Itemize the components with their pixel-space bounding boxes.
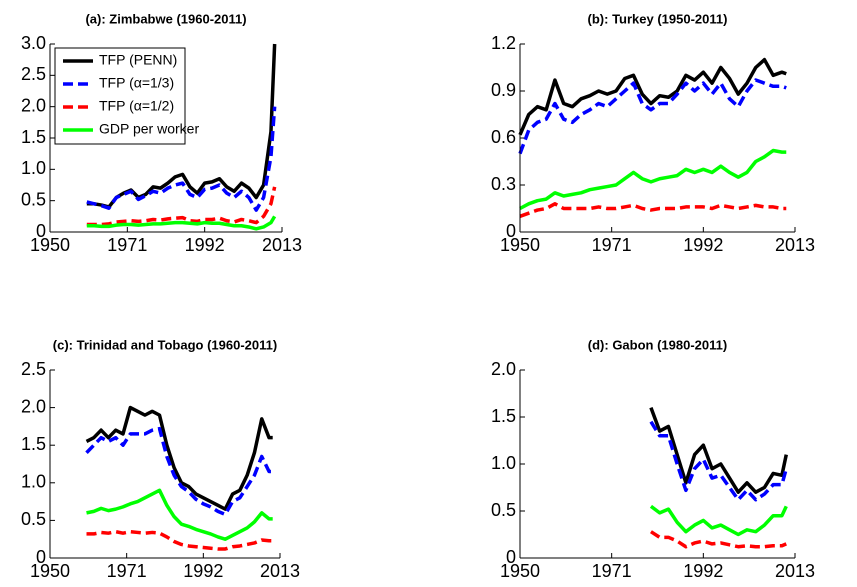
x-tick-label: 1992 — [183, 561, 223, 581]
y-tick-label: 1.0 — [491, 453, 516, 473]
chart-title: (a): Zimbabwe (1960-2011) — [85, 11, 246, 26]
y-tick-label: 2.5 — [21, 64, 46, 84]
y-tick-label: 0.5 — [21, 509, 46, 529]
y-tick-label: 1.2 — [491, 33, 516, 53]
series-line — [518, 57, 787, 136]
y-tick-label: 1.5 — [491, 406, 516, 426]
x-tick-label: 1992 — [683, 561, 723, 581]
y-tick-label: 2.0 — [21, 396, 46, 416]
y-tick-label: 0 — [36, 547, 46, 567]
y-tick-label: 1.0 — [21, 158, 46, 178]
series-line — [649, 420, 788, 502]
y-tick-label: 0.6 — [491, 127, 516, 147]
legend: TFP (PENN) TFP (α=1/3) TFP (α=1/2) GDP per … — [54, 47, 199, 145]
legend-label: TFP (α=1/2) — [99, 98, 174, 114]
x-tick-label: 1950 — [500, 235, 540, 255]
y-tick-label: 0.3 — [491, 174, 516, 194]
y-tick-label: 0 — [506, 547, 516, 567]
x-tick-label: 1971 — [107, 235, 147, 255]
series-line — [649, 504, 788, 537]
series-line — [85, 426, 273, 517]
series-line — [86, 215, 277, 231]
y-tick-label: 1.5 — [21, 434, 46, 454]
series-line — [86, 186, 277, 227]
x-tick-label: 1950 — [30, 561, 70, 581]
y-tick-label: 3.0 — [21, 33, 46, 53]
y-tick-label: 1.0 — [21, 472, 46, 492]
y-tick-label: 0 — [506, 221, 516, 241]
x-tick-label: 1992 — [683, 235, 723, 255]
x-tick-label: 2013 — [260, 561, 300, 581]
series-line — [85, 405, 273, 511]
series-line — [518, 78, 787, 155]
x-tick-label: 1992 — [185, 235, 225, 255]
x-tick-label: 1971 — [107, 561, 147, 581]
y-tick-label: 0.9 — [491, 80, 516, 100]
legend-label: TFP (α=1/3) — [99, 75, 174, 91]
y-tick-label: 0.5 — [491, 500, 516, 520]
series-line — [649, 406, 788, 494]
y-tick-label: 2.0 — [491, 359, 516, 379]
series-line — [650, 530, 787, 549]
y-tick-label: 0 — [36, 221, 46, 241]
chart-title: (b): Turkey (1950-2011) — [588, 11, 728, 26]
legend-label: GDP per worker — [99, 121, 199, 137]
x-tick-label: 1950 — [30, 235, 70, 255]
y-tick-label: 2.0 — [21, 95, 46, 115]
x-tick-label: 2013 — [262, 235, 302, 255]
legend-box — [54, 47, 186, 145]
y-tick-label: 0.5 — [21, 189, 46, 209]
x-tick-label: 1971 — [592, 235, 632, 255]
y-tick-label: 1.5 — [21, 127, 46, 147]
chart-title: (c): Trinidad and Tobago (1960-2011) — [53, 337, 277, 352]
x-tick-label: 1950 — [500, 561, 540, 581]
chart-title: (d): Gabon (1980-2011) — [588, 337, 727, 352]
series-line — [519, 148, 787, 211]
legend-label: TFP (PENN) — [99, 52, 177, 68]
series-line — [86, 106, 277, 212]
x-tick-label: 1971 — [592, 561, 632, 581]
x-tick-label: 2013 — [775, 561, 815, 581]
series-line — [519, 202, 787, 218]
series-line — [86, 488, 273, 541]
series-line — [86, 529, 273, 551]
y-tick-label: 2.5 — [21, 359, 46, 379]
x-tick-label: 2013 — [775, 235, 815, 255]
